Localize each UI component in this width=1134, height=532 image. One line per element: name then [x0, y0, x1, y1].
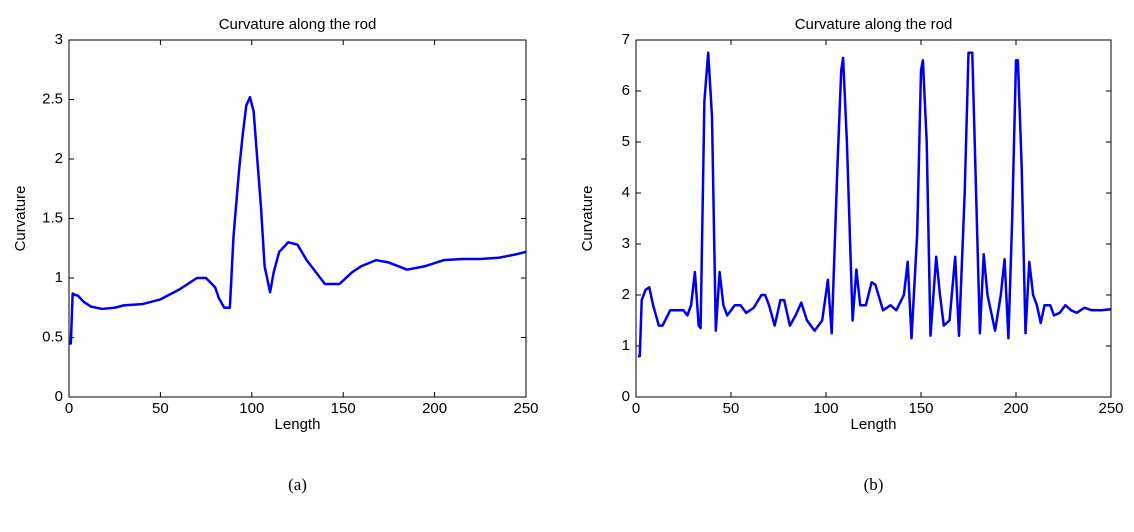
y-axis-label: Curvature [12, 186, 29, 252]
x-tick-label: 100 [239, 400, 264, 417]
x-axis-label: Length [275, 416, 321, 433]
caption: (b) [864, 475, 884, 494]
y-tick-label: 1.5 [42, 209, 63, 226]
x-tick-label: 200 [1003, 400, 1028, 417]
x-tick-label: 200 [422, 400, 447, 417]
curve [637, 51, 1112, 358]
y-tick-label: 3 [55, 31, 63, 48]
y-tick-label: 2 [55, 150, 63, 167]
caption: (a) [288, 475, 307, 494]
y-tick-label: 0.5 [42, 328, 63, 345]
y-tick-label: 3 [622, 235, 630, 252]
x-tick-label: 0 [65, 400, 73, 417]
y-tick-label: 2.5 [42, 90, 63, 107]
y-tick-label: 0 [55, 388, 63, 405]
y-tick-label: 2 [622, 286, 630, 303]
x-tick-label: 250 [513, 400, 538, 417]
x-tick-label: 150 [908, 400, 933, 417]
y-tick-label: 6 [622, 82, 630, 99]
plot-area [68, 39, 527, 398]
chart-title: Curvature along the rod [219, 16, 377, 33]
x-tick-label: 50 [152, 400, 169, 417]
x-axis-label: Length [851, 416, 897, 433]
x-tick-label: 0 [632, 400, 640, 417]
y-tick-label: 7 [622, 31, 630, 48]
y-tick-label: 0 [622, 388, 630, 405]
y-tick-label: 4 [622, 184, 630, 201]
plot-area [635, 39, 1112, 398]
chart-title: Curvature along the rod [795, 16, 953, 33]
y-tick-label: 1 [55, 269, 63, 286]
curve [69, 95, 527, 345]
x-tick-label: 100 [813, 400, 838, 417]
y-tick-label: 1 [622, 337, 630, 354]
x-tick-label: 150 [331, 400, 356, 417]
y-tick-label: 5 [622, 133, 630, 150]
x-tick-label: 50 [723, 400, 740, 417]
x-tick-label: 250 [1098, 400, 1123, 417]
y-axis-label: Curvature [579, 186, 596, 252]
